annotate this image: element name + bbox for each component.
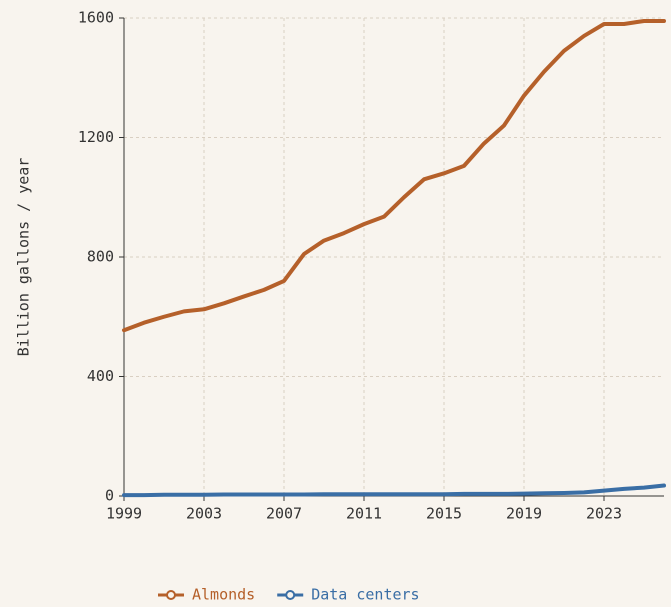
legend-label: Almonds — [192, 586, 255, 604]
x-tick-label: 2019 — [506, 505, 542, 523]
legend-marker — [285, 590, 296, 600]
legend-label: Data centers — [311, 586, 419, 604]
x-tick-label: 2011 — [346, 505, 382, 523]
series-line — [122, 18, 666, 333]
legend-marker — [166, 590, 176, 600]
y-tick-label: 400 — [87, 367, 114, 385]
y-tick-label: 1600 — [78, 9, 114, 27]
x-tick-label: 2023 — [586, 505, 622, 523]
x-tick-label: 2003 — [186, 505, 222, 523]
y-tick-label: 0 — [105, 487, 114, 505]
x-tick-label: 2007 — [266, 505, 302, 523]
x-tick-label: 1999 — [106, 505, 142, 523]
y-tick-label: 800 — [87, 248, 114, 266]
y-tick-label: 1200 — [78, 128, 114, 146]
y-axis-title: Billion gallons / year — [15, 158, 33, 357]
x-tick-label: 2015 — [426, 505, 462, 523]
series-line — [122, 483, 666, 498]
